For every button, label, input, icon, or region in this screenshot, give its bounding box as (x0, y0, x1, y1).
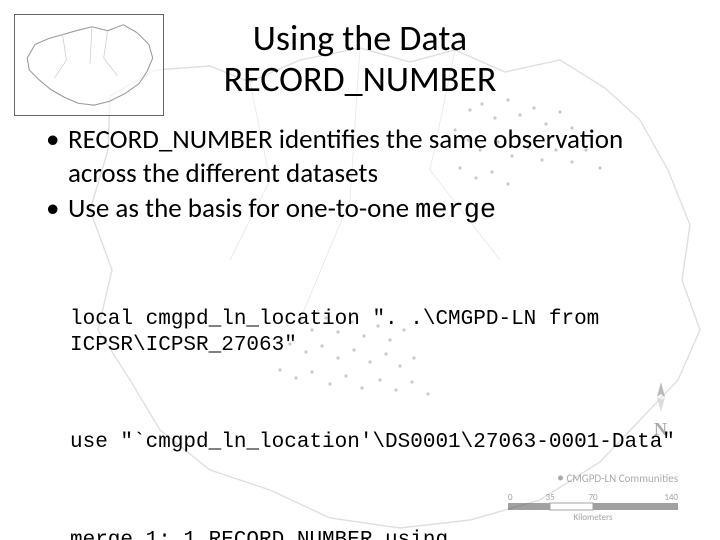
bullet-2: Use as the basis for one-to-one merge (46, 192, 692, 229)
slide-content: Using the Data RECORD_NUMBER RECORD_NUMB… (0, 0, 720, 540)
code-block: local cmgpd_ln_location ". .\CMGPD-LN fr… (28, 257, 692, 540)
bullet-2-code: merge (415, 196, 496, 226)
bullet-list: RECORD_NUMBER identifies the same observ… (28, 123, 692, 229)
title-line-2: RECORD_NUMBER (224, 57, 497, 101)
code-line-3: merge 1: 1 RECORD_NUMBER using "`cmgpd_l… (70, 528, 682, 540)
slide-title: Using the Data RECORD_NUMBER (28, 18, 692, 101)
code-line-1: local cmgpd_ln_location ". .\CMGPD-LN fr… (70, 307, 682, 357)
bullet-1: RECORD_NUMBER identifies the same observ… (46, 123, 692, 191)
title-line-1: Using the Data (253, 16, 467, 60)
code-line-2: use "`cmgpd_ln_location'\DS0001\27063-00… (70, 430, 682, 455)
